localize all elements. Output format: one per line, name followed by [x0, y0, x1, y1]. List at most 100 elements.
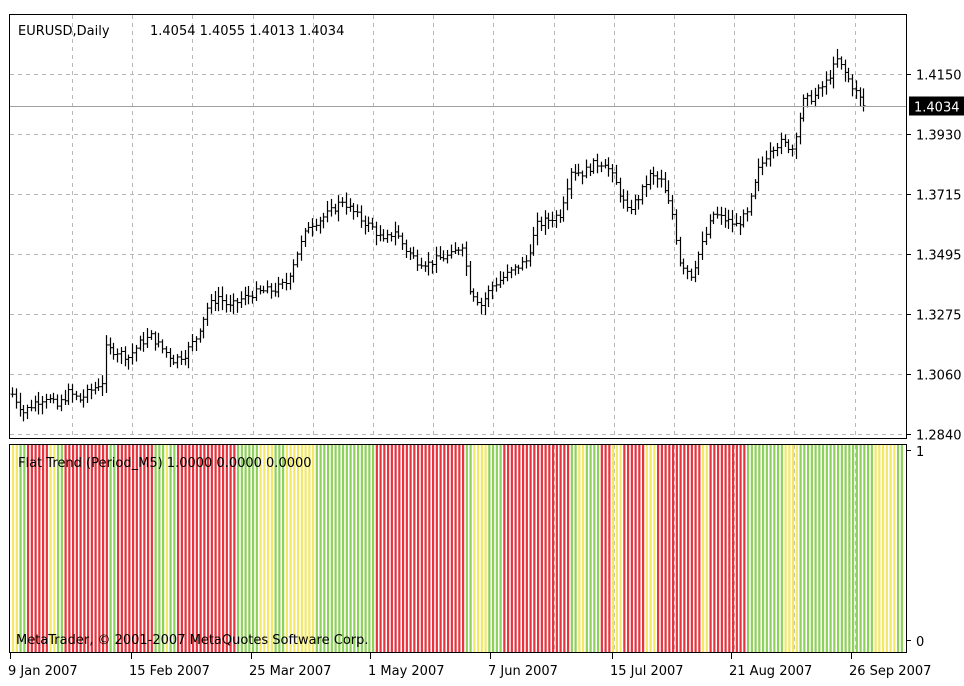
symbol-label: EURUSD,Daily [18, 24, 110, 39]
indicator-bar-down [203, 445, 206, 652]
indicator-bar-up [252, 445, 255, 652]
ohlc-bar [66, 383, 71, 405]
ohlc-bar [284, 272, 289, 291]
ohlc-bar [700, 231, 705, 260]
indicator-bar-flat [653, 445, 656, 652]
indicator-bar-up [372, 445, 375, 652]
indicator-bar-down [72, 445, 75, 652]
ohlc-bar [336, 195, 341, 222]
ohlc-bar [344, 192, 349, 215]
indicator-bar-flat [788, 445, 791, 652]
indicator-bar-down [184, 445, 187, 652]
ohlc-bar [861, 88, 866, 112]
indicator-bar-down [87, 445, 90, 652]
ohlc-bar [801, 94, 806, 122]
ohlc-bar [100, 375, 105, 396]
indicator-bar-flat [885, 445, 888, 652]
indicator-bar-down [83, 445, 86, 652]
indicator-bar-up [60, 445, 63, 652]
indicator-bar-up [574, 445, 577, 652]
indicator-bar-down [192, 445, 195, 652]
indicator-bar-down [675, 445, 678, 652]
ohlc-bar [771, 146, 776, 159]
ohlc-bar [209, 294, 214, 314]
indicator-bar-down [525, 445, 528, 652]
indicator-bar-up [844, 445, 847, 652]
indicator-bar-down [739, 445, 742, 652]
ohlc-bar [674, 209, 679, 245]
ohlc-bar [449, 244, 454, 259]
ohlc-bar [246, 285, 251, 305]
ohlc-bar [141, 332, 146, 352]
indicator-bar-up [315, 445, 318, 652]
indicator-bar-down [207, 445, 210, 652]
indicator-bar-flat [293, 445, 296, 652]
ohlc-bar [625, 190, 630, 212]
indicator-bar-flat [615, 445, 618, 652]
y-tick-label: 1.3930 [916, 129, 962, 144]
indicator-bar-down [383, 445, 386, 652]
ohlc-bar [576, 163, 581, 177]
ohlc-bar [29, 399, 34, 412]
indicator-bar-down [147, 445, 150, 652]
indicator-bar-up [825, 445, 828, 652]
ohlc-bar [119, 347, 124, 364]
indicator-bar-down [732, 445, 735, 652]
indicator-bar-flat [484, 445, 487, 652]
indicator-bar-down [694, 445, 697, 652]
ohlc-bar [846, 67, 851, 83]
last-price-label: 1.4034 [914, 101, 960, 116]
indicator-bar-down [559, 445, 562, 652]
indicator-bar-down [98, 445, 101, 652]
ohlc-bar [554, 210, 559, 228]
indicator-bar-up [822, 445, 825, 652]
ohlc-bar [231, 293, 236, 315]
indicator-bar-up [278, 445, 281, 652]
indicator-bar-down [143, 445, 146, 652]
indicator-bar-down [638, 445, 641, 652]
indicator-bar-down [225, 445, 228, 652]
indicator-bar-up [338, 445, 341, 652]
indicator-bar-up [499, 445, 502, 652]
indicator-bar-flat [12, 445, 15, 652]
ohlc-bar [546, 212, 551, 230]
indicator-bar-up [597, 445, 600, 652]
indicator-bar-up [334, 445, 337, 652]
ohlc-bar [636, 194, 641, 210]
ohlc-bar [96, 378, 101, 391]
indicator-bar-up [109, 445, 112, 652]
ohlc-bar [606, 157, 611, 177]
indicator-bar-flat [874, 445, 877, 652]
indicator-bar-up [282, 445, 285, 652]
indicator-bar-flat [15, 445, 18, 652]
ohlc-bar [126, 354, 131, 370]
ohlc-bar [854, 80, 859, 99]
ohlc-bar [689, 268, 694, 281]
ohlc-bar [524, 255, 529, 269]
y-tick-label: 1.3275 [916, 309, 962, 324]
indicator-bar-down [90, 445, 93, 652]
indicator-bar-down [447, 445, 450, 652]
indicator-bar-down [563, 445, 566, 652]
indicator-bar-down [124, 445, 127, 652]
ohlc-bar [415, 249, 420, 271]
indicator-bar-down [668, 445, 671, 652]
indicator-bar-down [555, 445, 558, 652]
indicator-bar-down [687, 445, 690, 652]
indicator-bar-up [900, 445, 903, 652]
indicator-bar-down [720, 445, 723, 652]
indicator-bar-flat [582, 445, 585, 652]
ohlc-bar [325, 200, 330, 223]
ohlc-bar [40, 395, 45, 415]
indicator-bar-down [690, 445, 693, 652]
ohlc-bar [156, 332, 161, 348]
indicator-bar-up [469, 445, 472, 652]
indicator-bar-up [799, 445, 802, 652]
ohlc-bar [145, 328, 150, 348]
indicator-bar-down [533, 445, 536, 652]
ohlc-bar [190, 334, 195, 352]
indicator-bar-down [743, 445, 746, 652]
indicator-bar-up [777, 445, 780, 652]
ohlc-bar [295, 251, 300, 268]
indicator-bar-up [113, 445, 116, 652]
